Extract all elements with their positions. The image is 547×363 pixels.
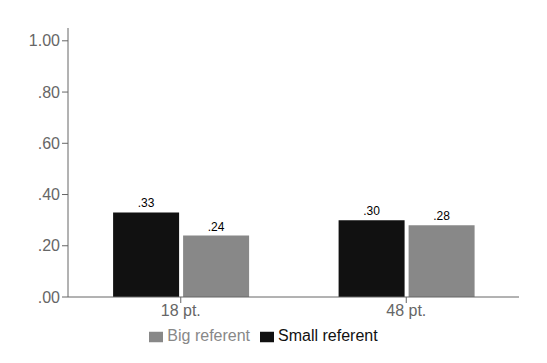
svg-text:.20: .20 [38, 237, 60, 254]
svg-text:.40: .40 [38, 186, 60, 203]
svg-text:18 pt.: 18 pt. [161, 302, 201, 319]
html-text:Small referent: Small referent [278, 327, 378, 344]
svg-text:.80: .80 [38, 84, 60, 101]
svg-text:.33: .33 [138, 196, 155, 210]
svg-text:.28: .28 [433, 209, 450, 223]
svg-text:48 pt.: 48 pt. [386, 302, 426, 319]
svg-text:.30: .30 [363, 204, 380, 218]
svg-text:.60: .60 [38, 135, 60, 152]
html-text:Big referent: Big referent [167, 327, 251, 344]
svg-text:.00: .00 [38, 289, 60, 306]
svg-text:.24: .24 [208, 220, 225, 234]
svg-text:1.00: 1.00 [29, 32, 60, 49]
